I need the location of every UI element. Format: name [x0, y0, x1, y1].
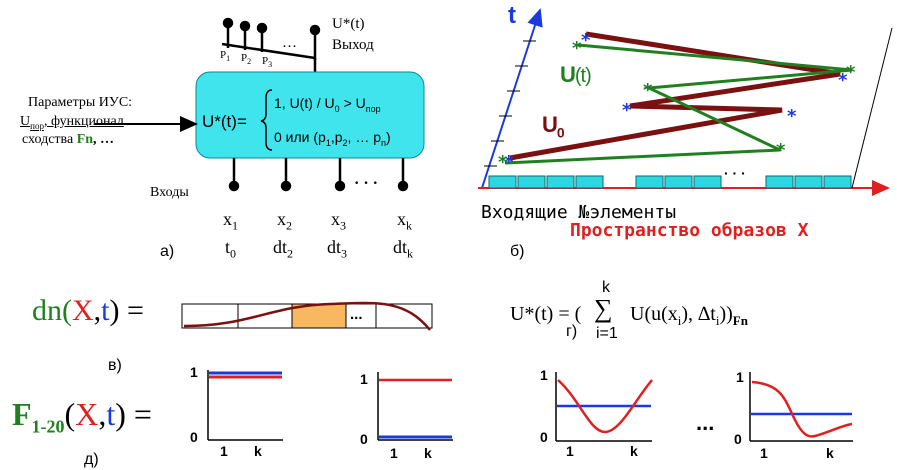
input-x-1: x1	[223, 209, 238, 233]
incoming-elements-label: Входящие №элементы	[481, 202, 677, 223]
params-line-2: Uпор, функционал	[20, 114, 124, 131]
pin-label-p3: P3	[262, 55, 273, 70]
input-t-0: t0	[225, 237, 237, 261]
panel-b-t-axis	[481, 8, 543, 189]
svg-text:*: *	[572, 38, 582, 59]
graph-4-x-left: 1	[760, 445, 768, 461]
output-function-label: U*(t)	[332, 16, 365, 32]
caption-d: д)	[84, 451, 99, 468]
graph-4	[749, 372, 853, 442]
sum-formula-lhs: U*(t) = (	[510, 303, 582, 325]
graph-2-x-left: 1	[390, 445, 398, 461]
input-dt-k: dtk	[393, 237, 414, 261]
sum-lower-limit: i=1	[596, 325, 618, 342]
svg-text:*: *	[787, 106, 797, 127]
u-t-label: U(t)	[560, 62, 592, 87]
graph-1-x-right: k	[254, 443, 262, 459]
caption-v: в)	[108, 357, 122, 374]
cells-ellipsis: · · ·	[724, 165, 746, 181]
image-space-label: Пространство образов X	[570, 220, 809, 241]
input-dt-3: dt3	[327, 237, 348, 261]
panel-b-u-line	[504, 43, 853, 165]
input-x-k: xk	[397, 209, 412, 233]
input-x-2: x2	[277, 209, 292, 233]
caption-g: г)	[566, 323, 578, 340]
graph-2	[377, 372, 453, 441]
graph-3-y-top: 1	[540, 367, 548, 383]
u0-label: U0	[542, 112, 565, 141]
sum-sign: ∑	[594, 294, 613, 323]
panel-a-input-pins	[228, 158, 409, 192]
graph-1-y-top: 1	[190, 364, 198, 380]
box-case-2: 0 или (p1,p2, … pn)	[274, 129, 391, 148]
graph-1-x-left: 1	[220, 443, 228, 459]
params-line-3: сходства Fn, …	[22, 132, 115, 147]
panel-v-cell-strip	[181, 303, 433, 329]
graph-1	[207, 370, 283, 441]
sum-upper-limit: k	[602, 279, 610, 296]
panel-b-element-cells	[488, 175, 852, 189]
svg-text:*: *	[643, 80, 653, 101]
f-formula: F1-20(X,t) =	[12, 396, 152, 437]
graph-4-x-right: k	[826, 445, 834, 461]
params-line-1: Параметры ИУС:	[28, 95, 133, 110]
output-word: Выход	[332, 37, 374, 53]
graph-2-y-bottom: 0	[360, 431, 368, 447]
graphs-ellipsis: ...	[696, 410, 715, 435]
dn-formula: dn(X,t) =	[32, 294, 144, 327]
inputs-word: Входы	[150, 185, 189, 200]
graph-3-y-bottom: 0	[540, 429, 548, 445]
svg-text:*: *	[504, 152, 514, 173]
pin-label-p2: P2	[241, 52, 252, 67]
svg-text:*: *	[776, 140, 786, 161]
input-dt-2: dt2	[273, 237, 294, 261]
box-case-1: 1, U(t) / U0 > Uпор	[274, 95, 381, 114]
cell-strip-ellipsis: ...	[350, 306, 363, 323]
svg-text:*: *	[838, 70, 848, 91]
graph-2-y-top: 1	[360, 371, 368, 387]
panel-b-boundary-line	[851, 27, 893, 189]
graph-4-y-top: 1	[736, 369, 744, 385]
panel-b-t-ticks	[484, 40, 536, 167]
svg-text:*: *	[846, 62, 856, 83]
caption-a: а)	[160, 243, 175, 260]
graph-1-y-bottom: 0	[190, 429, 198, 445]
svg-text:*: *	[498, 152, 508, 173]
panel-a-device-box	[195, 71, 425, 159]
panel-a-output-pins	[221, 17, 321, 72]
inputs-ellipsis: · · ·	[354, 175, 379, 192]
graph-4-y-bottom: 0	[734, 431, 742, 447]
svg-text:*: *	[622, 100, 632, 121]
graph-3-x-right: k	[630, 443, 638, 459]
input-x-3: x3	[331, 209, 346, 233]
svg-text:*: *	[581, 30, 591, 51]
panel-b-markers: * * * * * * * * * *	[498, 30, 856, 173]
caption-b: б)	[510, 243, 525, 260]
panel-a-brace	[260, 89, 273, 151]
pin-ellipsis: …	[282, 35, 297, 51]
sum-formula-body: U(u(xi), ∆ti))Fn	[630, 303, 748, 328]
axis-t-label: t	[508, 2, 516, 29]
graph-3-x-left: 1	[566, 443, 574, 459]
pin-label-p1: P1	[220, 49, 231, 64]
box-function-lhs: U*(t)=	[202, 112, 247, 131]
graph-2-x-right: k	[424, 445, 432, 461]
panel-v-curve	[183, 301, 431, 331]
graph-3	[555, 372, 653, 442]
